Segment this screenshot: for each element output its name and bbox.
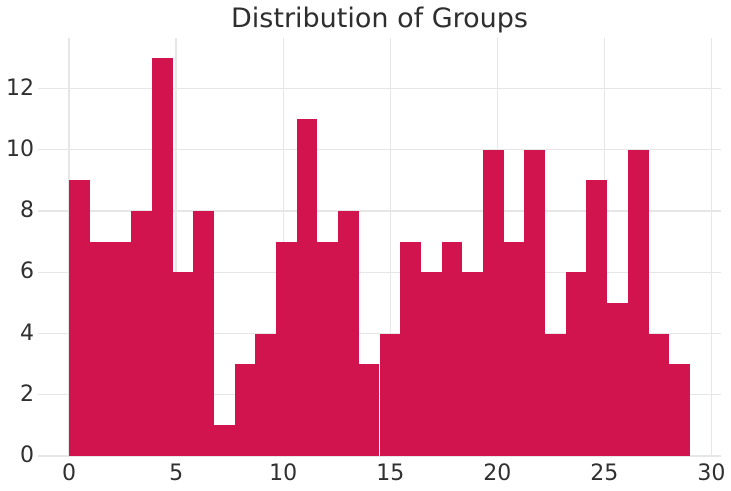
y-gridline — [38, 87, 721, 90]
y-tick-label: 4 — [20, 320, 34, 346]
histogram-bar — [296, 119, 318, 456]
histogram-bar — [193, 211, 214, 456]
histogram-bar — [234, 364, 256, 456]
x-gridline — [710, 38, 712, 456]
x-gridline — [175, 38, 177, 456]
x-tick-label: 30 — [697, 461, 726, 486]
histogram-bar — [379, 333, 401, 456]
histogram-bar — [255, 333, 276, 456]
histogram-bar — [89, 241, 111, 456]
y-gridline — [38, 149, 721, 151]
histogram-bar — [627, 149, 649, 456]
x-tick-label: 0 — [62, 461, 77, 486]
y-tick-label: 2 — [20, 381, 34, 407]
y-gridline — [38, 332, 721, 335]
histogram-bar — [213, 425, 235, 456]
histogram-bar — [400, 241, 421, 456]
chart-title: Distribution of Groups — [231, 3, 528, 34]
x-tick-label: 25 — [590, 461, 619, 486]
y-gridline — [38, 210, 721, 212]
x-tick-label: 5 — [169, 461, 184, 486]
histogram-bar — [276, 241, 297, 456]
y-tick-label: 10 — [6, 136, 34, 162]
histogram-bar — [482, 149, 504, 456]
histogram-bar — [669, 364, 690, 456]
x-tick-label: 10 — [269, 461, 298, 486]
histogram-bar — [648, 333, 670, 456]
histogram-bar — [524, 149, 546, 456]
histogram-bar — [172, 272, 194, 456]
histogram-bar — [151, 57, 173, 456]
plot-area — [38, 38, 721, 457]
x-tick-label: 20 — [483, 461, 512, 486]
histogram-bar — [607, 302, 628, 456]
y-tick-label: 0 — [20, 443, 34, 468]
x-tick-label: 15 — [376, 461, 405, 486]
histogram-bar — [317, 241, 339, 456]
histogram-bar — [338, 211, 359, 456]
histogram-bar — [131, 211, 152, 456]
histogram-bar — [358, 364, 380, 456]
histogram-bar — [420, 272, 442, 456]
histogram-bar — [545, 333, 566, 456]
histogram-bar — [69, 180, 90, 456]
y-tick-label: 6 — [20, 259, 34, 285]
histogram-bar — [462, 272, 483, 456]
histogram-bar — [565, 272, 587, 456]
y-tick-label: 12 — [6, 75, 34, 101]
y-tick-label: 8 — [20, 198, 34, 224]
histogram-bar — [110, 241, 132, 456]
y-gridline — [38, 271, 721, 273]
x-gridline — [389, 38, 391, 456]
histogram-bar — [503, 241, 525, 456]
histogram-bar — [441, 241, 463, 456]
histogram-bar — [586, 180, 608, 456]
